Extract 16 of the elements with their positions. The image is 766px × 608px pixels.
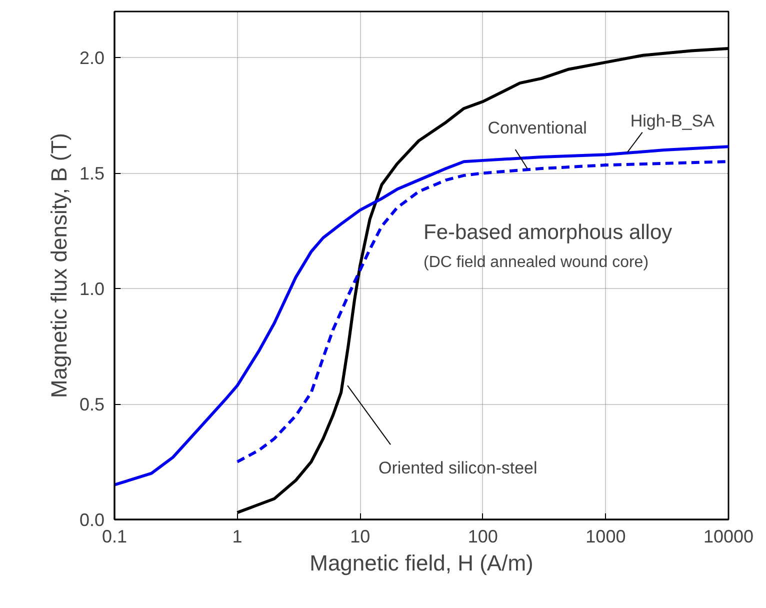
y-tick-label: 0.5	[79, 394, 105, 415]
y-tick-label: 1.0	[79, 279, 105, 300]
annotation: (DC field annealed wound core)	[424, 254, 649, 271]
x-tick-label: 100	[468, 526, 498, 546]
annotation: Oriented silicon-steel	[378, 458, 538, 478]
y-tick-label: 1.5	[79, 164, 105, 184]
x-tick-label: 1	[232, 526, 242, 546]
y-axis-title: Magnetic flux density, B (T)	[46, 133, 72, 398]
x-tick-label: 1000	[586, 526, 626, 546]
annotation: Fe-based amorphous alloy	[424, 221, 673, 244]
annotation: High-B_SA	[630, 111, 716, 130]
x-tick-label: 10000	[703, 526, 754, 546]
annotation: Conventional	[488, 118, 587, 138]
y-tick-label: 2.0	[79, 48, 105, 68]
x-axis-title: Magnetic field, H (A/m)	[310, 550, 534, 576]
x-tick-label: 10	[350, 526, 370, 546]
